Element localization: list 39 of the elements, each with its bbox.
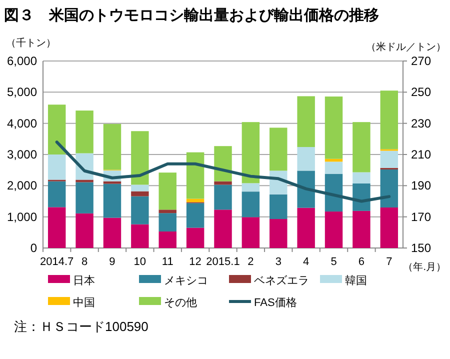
legend-label: ベネズエラ	[254, 275, 309, 287]
y2-tick-label: 190	[411, 178, 432, 193]
y-tick-label: 5,000	[6, 85, 38, 100]
y-tick-label: 4,000	[6, 116, 38, 130]
x-tick-label: 2	[248, 256, 254, 268]
y-axis-title: （千トン）	[6, 37, 56, 49]
legend-label: その他	[164, 297, 197, 309]
x-tick-label: 4	[303, 256, 310, 268]
legend-label: 中国	[73, 296, 95, 309]
y2-tick-label: 230	[411, 116, 432, 130]
legend-label: FAS価格	[254, 297, 297, 309]
y-tick-label: 3,000	[6, 148, 38, 162]
x-tick-label: 2015.1	[206, 256, 240, 268]
x-tick-label: 10	[134, 256, 146, 268]
legend-label: 韓国	[345, 274, 367, 287]
y2-tick-label: 210	[411, 148, 432, 162]
legend-label: メキシコ	[164, 275, 208, 287]
y2-tick-label: 170	[411, 210, 432, 224]
y2-tick-label: 270	[411, 54, 432, 68]
y-tick-label: 1,000	[6, 210, 38, 224]
legend-label: 日本	[73, 274, 95, 287]
x-axis-title: （年.月）	[403, 261, 446, 273]
x-tick-label: 9	[109, 256, 116, 268]
x-tick-label: 12	[189, 256, 202, 268]
y-tick-label: 6,000	[6, 54, 38, 68]
x-tick-label: 2014.7	[40, 256, 74, 268]
y-tick-label: 0	[30, 241, 38, 255]
x-tick-label: 11	[162, 256, 174, 268]
y2-axis-title: （米ドル／トン）	[366, 41, 446, 53]
x-tick-label: 5	[330, 256, 337, 268]
chart-title: 図３ 米国のトウモロコシ輸出量および輸出価格の推移	[4, 7, 379, 24]
y-tick-label: 2,000	[6, 178, 38, 193]
x-tick-label: 6	[358, 256, 365, 268]
x-tick-label: 7	[386, 256, 392, 268]
y2-tick-label: 250	[411, 85, 432, 100]
text: 注：ＨＳコード100590	[14, 319, 148, 334]
x-tick-label: 8	[81, 256, 88, 268]
x-tick-label: 3	[275, 256, 282, 268]
y2-tick-label: 150	[411, 241, 432, 255]
